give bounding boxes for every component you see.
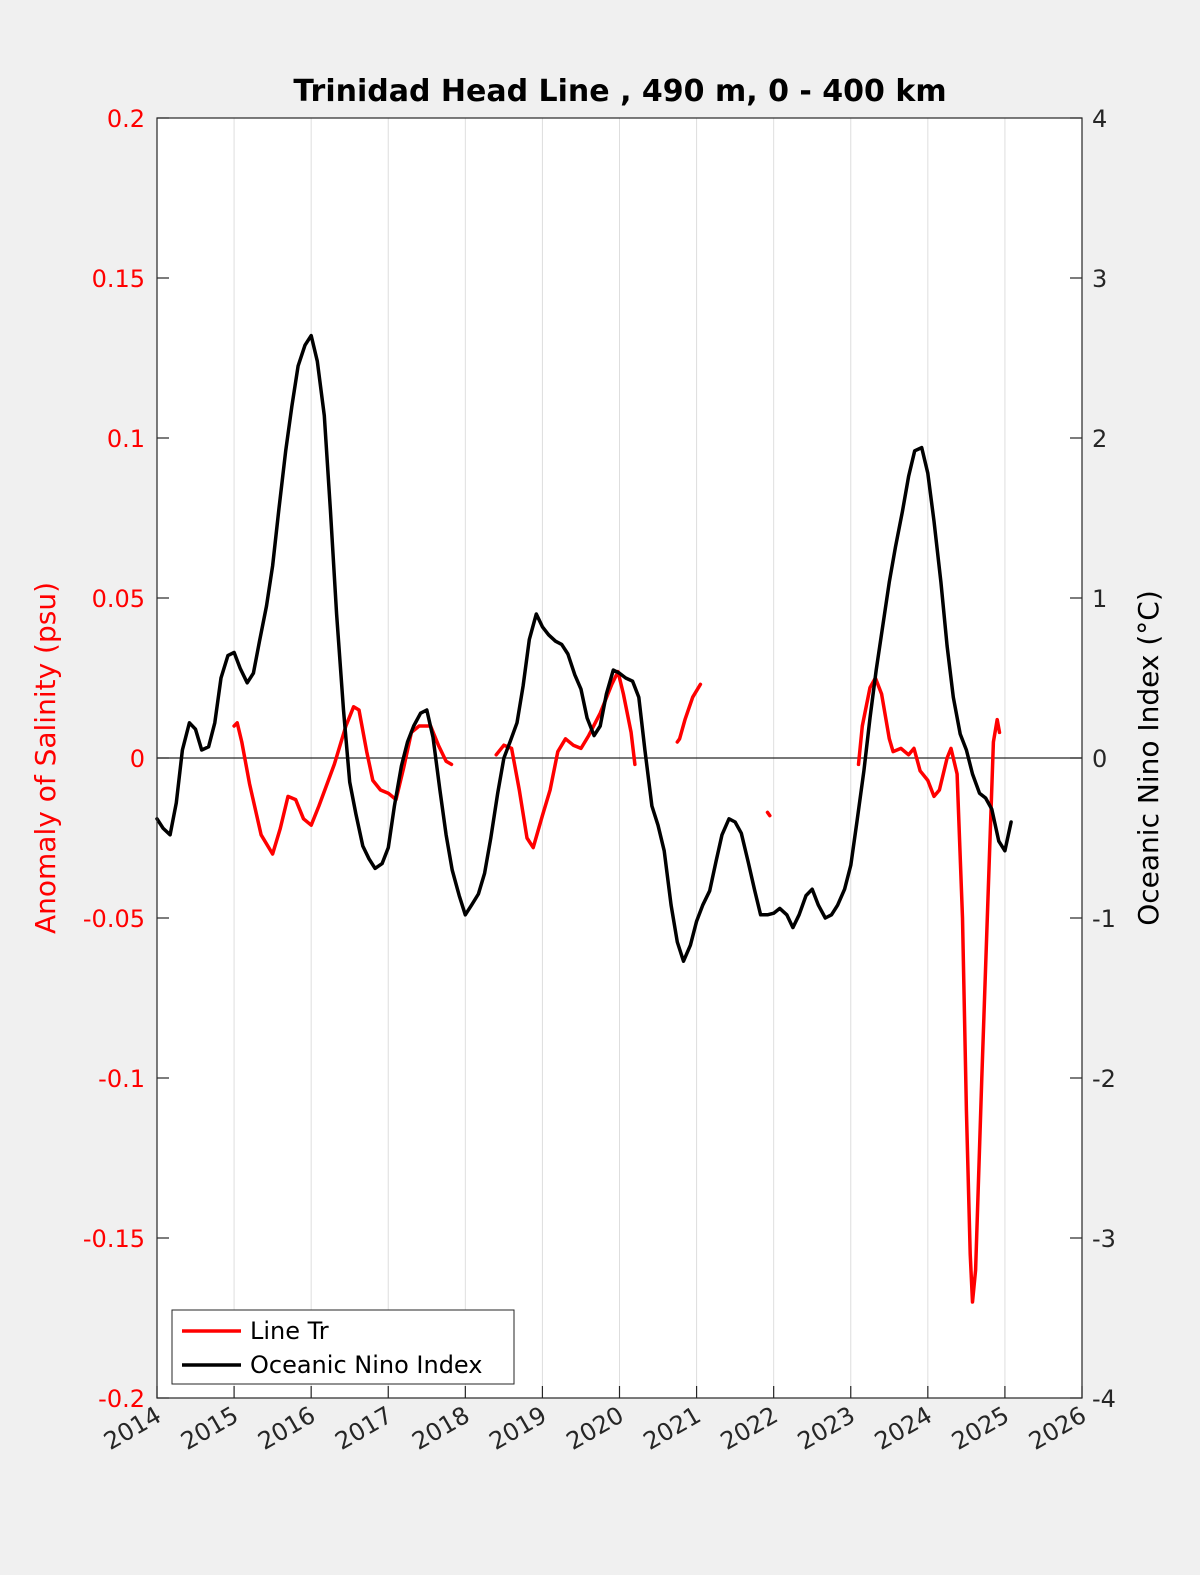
x-tick-label: 2025 <box>947 1401 1014 1456</box>
y-axis-left-label: Anomaly of Salinity (psu) <box>29 582 62 934</box>
y-left-tick-label: -0.2 <box>98 1385 145 1413</box>
y-right-tick-label: 1 <box>1092 585 1107 613</box>
y-right-tick-label: 0 <box>1092 745 1107 773</box>
series-layer <box>155 333 1013 1304</box>
y-left-tick-label: 0 <box>130 745 145 773</box>
x-tick-label: 2017 <box>330 1401 397 1456</box>
y-left-tick-label: -0.05 <box>83 905 145 933</box>
y-left-tick-label: -0.1 <box>98 1065 145 1093</box>
y-left-tick-label: 0.05 <box>92 585 145 613</box>
y-left-tick-label: 0.2 <box>107 105 145 133</box>
y-right-tick-label: -2 <box>1092 1065 1116 1093</box>
x-tick-label: 2020 <box>562 1401 629 1456</box>
legend-label-line-tr: Line Tr <box>250 1317 329 1345</box>
series-line-line-tr-segment-1 <box>232 705 454 856</box>
y-right-tick-label: 4 <box>1092 105 1107 133</box>
y-left-tick-label: 0.15 <box>92 265 145 293</box>
y-right-tick-label: 2 <box>1092 425 1107 453</box>
x-tick-label: 2023 <box>793 1401 860 1456</box>
x-tick-label: 2018 <box>407 1401 474 1456</box>
y-right-tick-label: -3 <box>1092 1225 1116 1253</box>
y-right-tick-label: -4 <box>1092 1385 1116 1413</box>
x-tick-label: 2015 <box>176 1401 243 1456</box>
x-tick-label: 2021 <box>639 1401 706 1456</box>
x-tick-label: 2022 <box>716 1401 783 1456</box>
x-tick-label: 2026 <box>1024 1401 1091 1456</box>
series-line-line-tr-segment-3 <box>675 682 703 744</box>
legend-box <box>171 1309 515 1385</box>
y-axis-right-label: Oceanic Nino Index (°C) <box>1132 590 1165 926</box>
y-right-tick-label: 3 <box>1092 265 1107 293</box>
x-tick-label: 2016 <box>253 1401 320 1456</box>
x-tick-label: 2024 <box>870 1401 937 1456</box>
legend: Line Tr Oceanic Nino Index <box>171 1309 515 1385</box>
y-left-tick-label: -0.15 <box>83 1225 145 1253</box>
legend-label-oni: Oceanic Nino Index <box>250 1351 482 1379</box>
x-tick-label: 2019 <box>485 1401 552 1456</box>
series-line-line-tr-segment-4 <box>765 810 772 818</box>
y-right-tick-label: -1 <box>1092 905 1116 933</box>
series-line-line-tr-segment-5 <box>856 676 1002 1304</box>
chart-title: Trinidad Head Line , 490 m, 0 - 400 km <box>293 74 946 109</box>
y-left-tick-label: 0.1 <box>107 425 145 453</box>
series-line-oceanic-nino-index-segment-1 <box>155 333 1013 963</box>
